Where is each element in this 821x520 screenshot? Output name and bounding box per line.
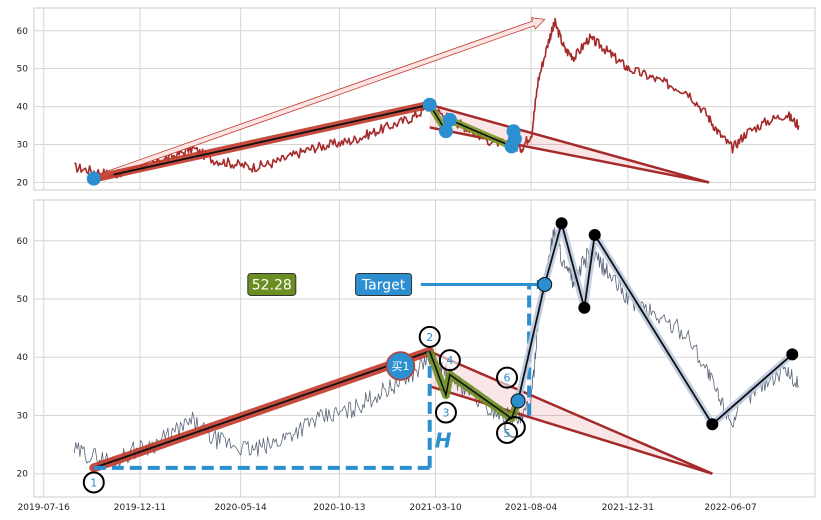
- numbered-point-circle: [496, 366, 519, 389]
- x-tick-label: 2019-12-11: [114, 503, 166, 513]
- pivot-point: [442, 112, 457, 127]
- top-panel: 20 30 40 50 60: [17, 7, 816, 191]
- falling-trend-line: [429, 126, 710, 184]
- x-tick-labels: 2019-07-16 2019-12-11 2020-05-14 2020-10-13…: [18, 503, 757, 513]
- target-box-label: Target: [361, 277, 406, 293]
- wave-line: [428, 351, 519, 420]
- y-tick-label: 60: [17, 27, 29, 37]
- x-tick-label: 2019-07-16: [18, 503, 71, 513]
- y-tick-label: 40: [17, 353, 29, 363]
- breakout-point: [537, 276, 553, 292]
- value-box: [247, 272, 297, 296]
- pivot-point: [86, 171, 101, 186]
- falling-trend-line: [429, 350, 713, 475]
- price-series-line: [73, 227, 800, 470]
- falling-trend-line: [429, 103, 710, 184]
- swing-point: [786, 348, 799, 361]
- rising-trend-line: [93, 350, 430, 469]
- value-box-label: 52.28: [252, 277, 292, 293]
- numbered-point-label: 2: [426, 331, 433, 344]
- numbered-point-label: 5: [504, 427, 511, 440]
- x-tick-label: 2021-12-31: [602, 503, 654, 513]
- numbered-point-circle: [418, 325, 441, 348]
- height-label: H: [435, 429, 452, 453]
- pivot-point: [507, 131, 522, 146]
- numbered-point-circle: [496, 421, 519, 444]
- y-tick-label: 30: [17, 141, 29, 151]
- numbered-point-label: 3: [442, 407, 449, 420]
- price-series-line: [74, 17, 800, 179]
- numbered-point-label: 6: [504, 372, 511, 385]
- x-tick-label: 2020-10-13: [313, 503, 365, 513]
- y-tick-label: 40: [17, 103, 29, 113]
- x-tick-label: 2022-06-07: [704, 503, 756, 513]
- falling-trend-line: [429, 385, 713, 475]
- swing-point: [578, 301, 591, 314]
- y-tick-label: 20: [17, 470, 29, 480]
- swing-point: [706, 418, 719, 431]
- x-tick-label: 2021-03-10: [409, 503, 462, 513]
- pivot-point: [438, 124, 453, 139]
- target-box: [355, 272, 413, 296]
- numbered-point-label: 1: [90, 476, 97, 489]
- buy-marker: [385, 351, 416, 381]
- numbered-point-circle: [434, 401, 457, 424]
- buy-marker-label: 买1: [391, 360, 409, 373]
- rising-trend-line: [113, 103, 430, 176]
- x-tick-label: 2020-05-14: [214, 503, 267, 513]
- y-tick-label: 20: [17, 178, 29, 188]
- pivot-point: [422, 97, 437, 112]
- trend-arrow: [92, 17, 546, 182]
- swing-point: [555, 217, 568, 230]
- numbered-point-circle: [438, 349, 461, 372]
- numbered-point-label: 4: [446, 354, 453, 367]
- y-tick-label: 50: [17, 295, 29, 305]
- y-tick-label: 30: [17, 411, 29, 421]
- breakout-point: [510, 393, 526, 409]
- numbered-point-circle: [82, 471, 105, 494]
- swing-point: [588, 228, 601, 241]
- x-tick-label: 2021-08-04: [505, 503, 558, 513]
- bottom-panel: 20 30 40 50 60 1 2 3 4 5 6 买1 H 52.28 Target: [17, 199, 816, 498]
- y-tick-label: 60: [17, 237, 29, 247]
- y-tick-label: 50: [17, 65, 29, 75]
